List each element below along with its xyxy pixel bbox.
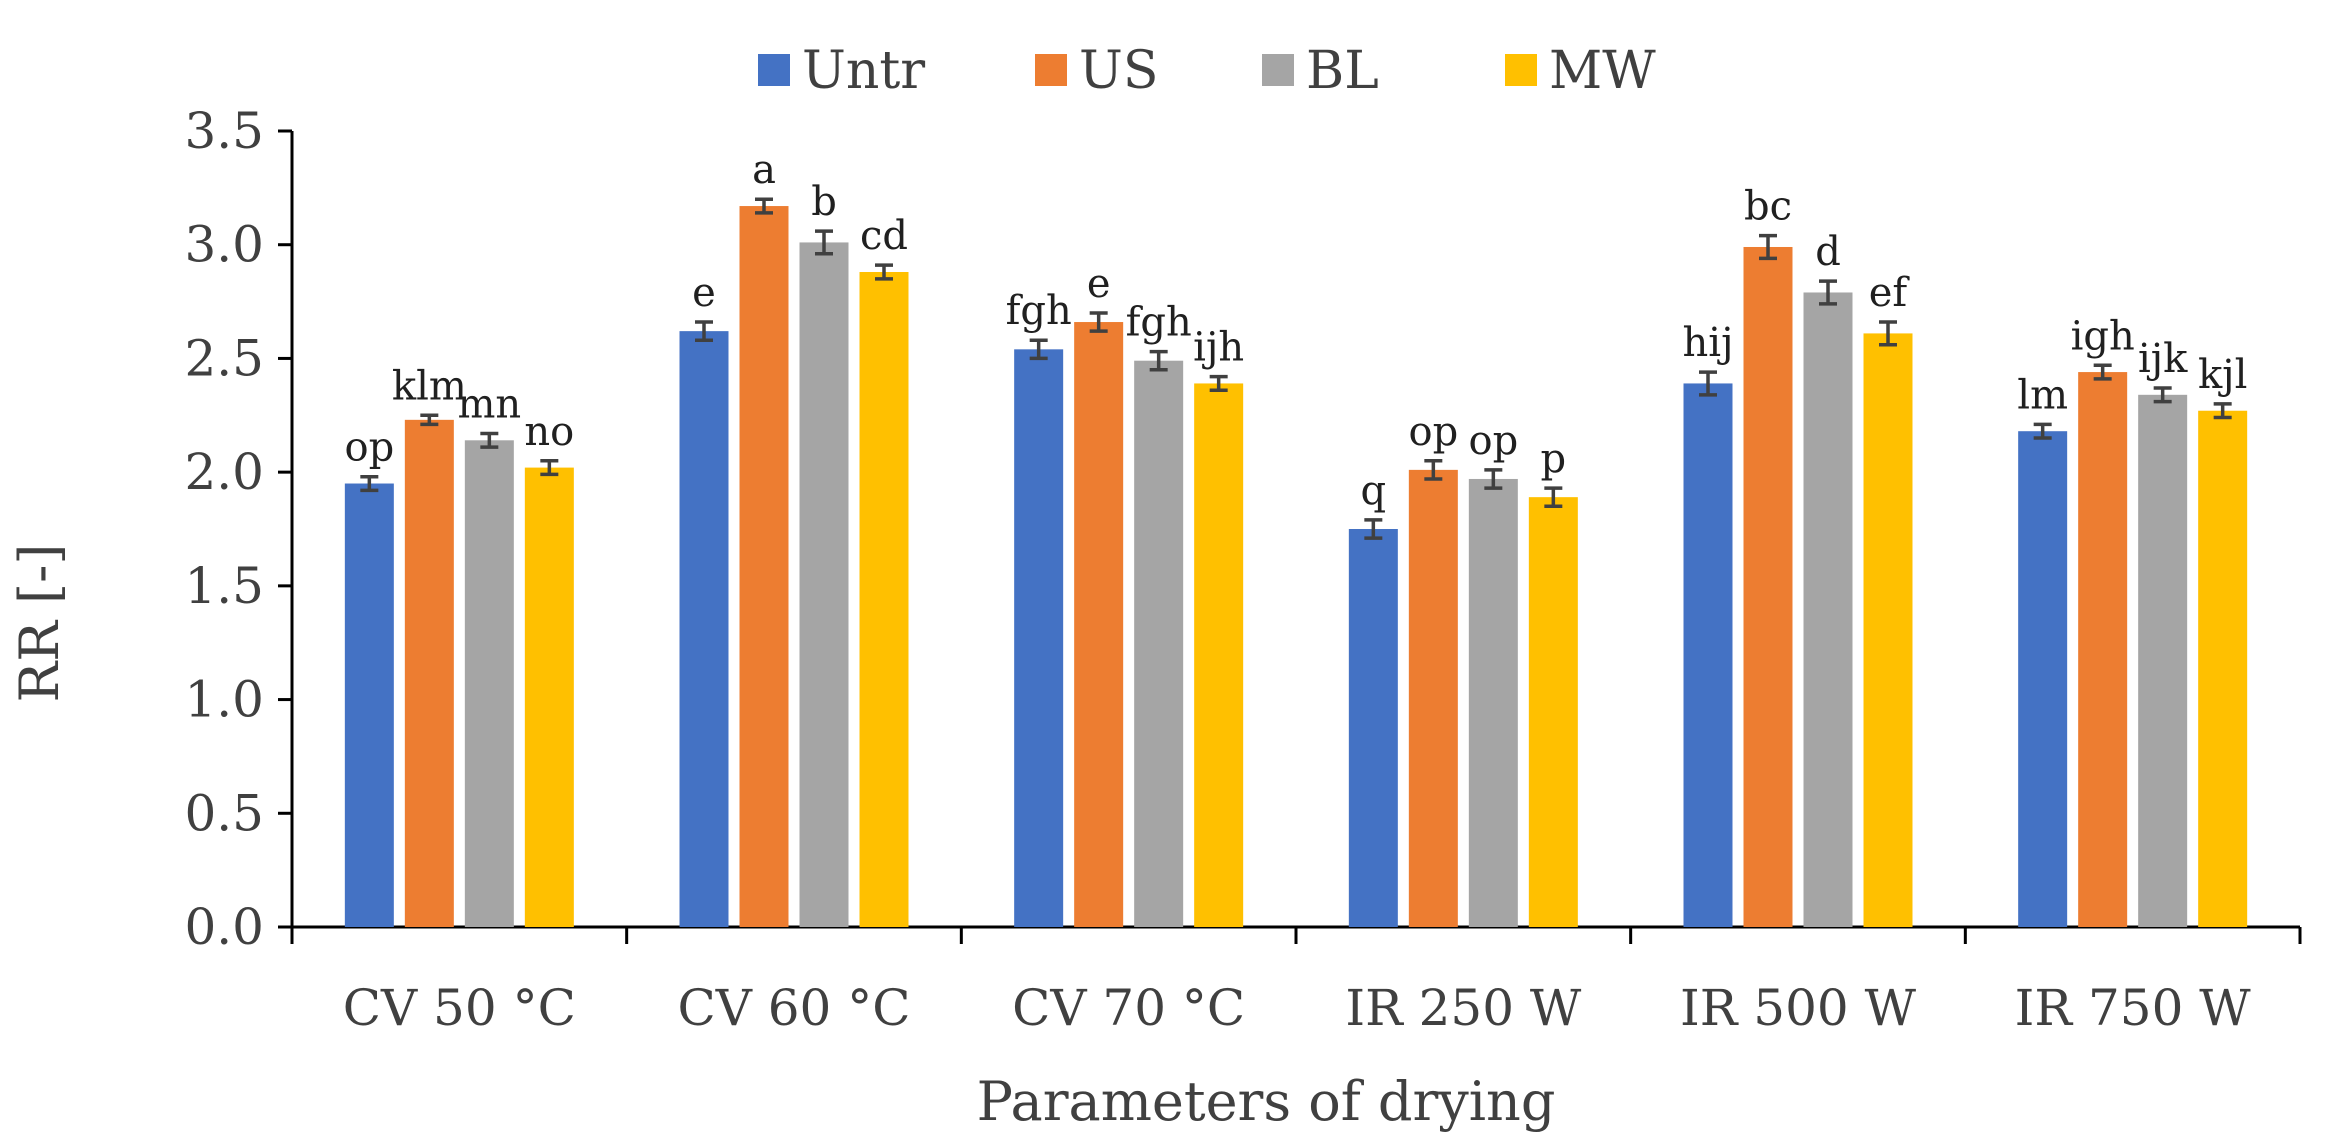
significance-labels: ope fghqhijlmklmaeopbcighmnbfghopdijknocd… [344,147,2247,514]
bar-untr [1348,529,1398,927]
y-tick-label: 1.0 [184,671,264,729]
legend-label-us: US [1079,41,1158,101]
bar-mw [1863,333,1913,927]
bar-mw [1528,497,1578,927]
bar-untr [1014,349,1064,927]
significance-label: cd [860,213,908,259]
significance-label: kjl [2198,352,2247,398]
legend-label-mw: MW [1549,41,1656,101]
bar-mw [524,467,574,927]
significance-label: e [692,270,716,316]
x-tick-label: IR 500 W [1680,979,1917,1037]
legend-swatch-untr [758,54,790,86]
y-tick-label: 0.5 [184,784,264,842]
significance-label: klm [392,363,467,409]
significance-label: bc [1744,184,1792,230]
y-tick-label: 1.5 [184,557,264,615]
bar-bl [799,242,849,927]
bar-untr [1683,383,1733,928]
bar-bl [1134,360,1184,927]
bar-us [404,419,454,927]
x-tick-label: IR 750 W [2015,979,2252,1037]
y-tick-label: 3.0 [184,216,264,274]
bar-untr [2018,431,2068,927]
bar-mw [859,272,909,927]
y-tick-label: 2.5 [184,329,264,387]
x-axis-title: Parameters of drying [977,1070,1556,1133]
legend-swatch-bl [1262,54,1294,86]
bars [344,206,2248,928]
significance-label: e [1087,261,1111,307]
y-tick-label: 3.5 [184,102,264,160]
significance-label: op [1408,409,1458,455]
significance-label: p [1541,436,1567,482]
significance-label: q [1361,468,1387,514]
error-bars [360,197,2232,540]
y-axis: 0.0 0.5 1.0 1.5 2.0 2.5 3.0 3.5 [184,102,294,956]
significance-label: a [752,147,776,193]
x-tick-label: CV 50 °C [343,979,576,1037]
significance-label: op [1468,418,1518,464]
y-tick-label: 0.0 [184,898,264,956]
x-axis: CV 50 °C CV 60 °C CV 70 °C IR 250 W IR 500 W… [290,925,2302,1037]
y-axis-title: RR [-] [8,544,71,703]
bar-us [1074,322,1124,927]
x-tick-label: CV 70 °C [1012,979,1245,1037]
significance-label: op [344,425,394,471]
legend-swatch-mw [1505,54,1537,86]
legend-label-untr: Untr [802,41,925,101]
bar-bl [1468,478,1518,927]
legend-swatch-us [1035,54,1067,86]
bar-us [739,206,789,928]
significance-label: ijk [2138,336,2188,382]
bar-mw [2198,410,2248,927]
significance-label: b [811,179,837,225]
bar-us [2078,372,2128,927]
significance-label: no [524,409,574,455]
significance-label: fgh [1126,300,1192,346]
significance-label: d [1815,229,1841,275]
bar-bl [2138,394,2188,927]
significance-label: ijh [1193,325,1244,371]
bar-bl [1803,292,1853,928]
legend: Untr US BL MW [758,41,1656,101]
significance-label: mn [457,381,521,427]
bar-untr [344,483,394,927]
legend-label-bl: BL [1306,41,1379,101]
significance-label: fgh [1006,288,1072,334]
x-tick-label: CV 60 °C [677,979,910,1037]
bar-bl [464,440,514,927]
x-tick-label: IR 250 W [1345,979,1582,1037]
significance-label: igh [2071,313,2135,359]
bar-mw [1194,383,1244,928]
significance-label: ef [1869,270,1911,316]
y-tick-label: 2.0 [184,443,264,501]
significance-label: lm [2017,372,2068,418]
bar-untr [679,331,729,927]
bar-us [1408,469,1458,927]
significance-label: hij [1683,320,1734,366]
bar-us [1743,246,1793,927]
